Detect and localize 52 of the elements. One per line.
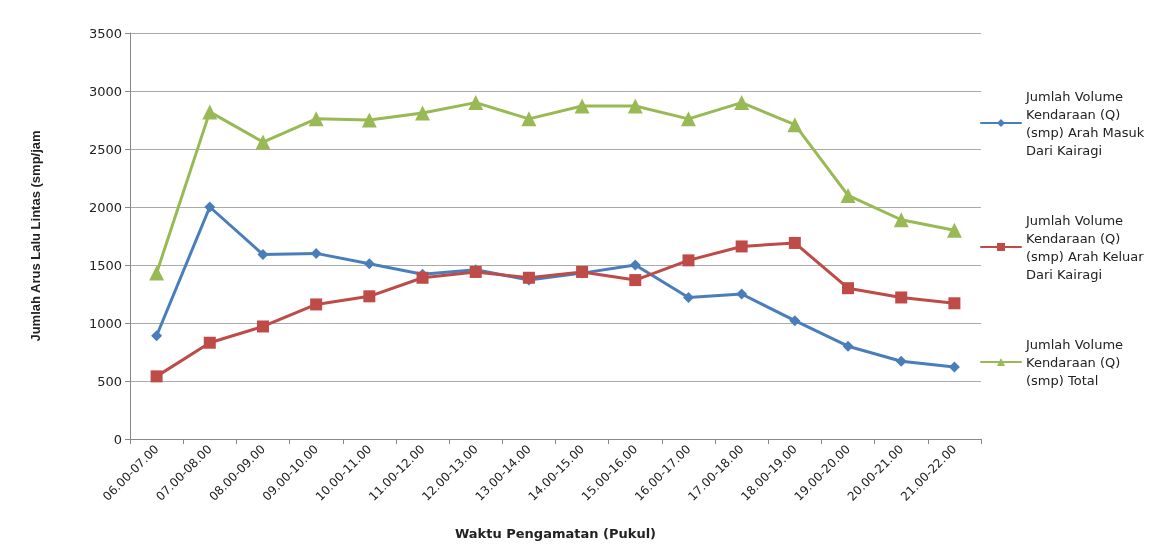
point [682, 254, 695, 267]
point [842, 282, 855, 295]
y-tick-label: 1000 [88, 315, 122, 331]
legend-label: Jumlah Volume Kendaraan (Q) (smp) Arah Keluar Dari Kairagi [1025, 212, 1148, 282]
point [629, 259, 641, 271]
point [150, 370, 163, 383]
point [629, 274, 642, 287]
point [787, 117, 803, 133]
point [736, 288, 748, 300]
point [363, 290, 376, 303]
legend-label: Jumlah Volume Kendaraan (Q) (smp) Total [1025, 336, 1128, 388]
point [468, 95, 484, 111]
point [363, 258, 375, 270]
legend-label: Jumlah Volume Kendaraan (Q) (smp) Arah Masuk Dari Kairagi [1025, 88, 1149, 158]
y-tick-label: 1500 [88, 257, 122, 273]
point [893, 212, 909, 228]
y-tick-label: 3000 [88, 83, 122, 99]
y-tick-label: 0 [113, 431, 122, 447]
point [627, 98, 643, 114]
y-tick-label: 2000 [88, 199, 122, 215]
point [521, 111, 537, 127]
point [735, 240, 748, 253]
point [574, 98, 590, 114]
point [682, 291, 694, 303]
point [416, 271, 429, 284]
y-tick-label: 2500 [88, 141, 122, 157]
point [202, 104, 218, 120]
point [680, 111, 696, 127]
point [789, 315, 801, 327]
point [257, 249, 269, 261]
point [842, 340, 854, 352]
point [256, 320, 269, 333]
point [895, 355, 907, 367]
y-axis-title: Jumlah Arus Lalu Lintas (smp/jam [28, 130, 43, 342]
point [204, 201, 216, 213]
point [203, 336, 216, 349]
y-tick-label: 3500 [88, 25, 122, 41]
point [948, 297, 961, 310]
x-axis-title: Waktu Pengamatan (Pukul) [454, 526, 657, 541]
point [895, 291, 908, 304]
point [149, 265, 165, 281]
point [840, 187, 856, 203]
point [415, 105, 431, 121]
point [308, 111, 324, 127]
point [734, 95, 750, 111]
point [310, 298, 323, 311]
point [255, 134, 271, 150]
point [946, 222, 962, 238]
point [361, 112, 377, 128]
point [788, 236, 801, 249]
point [151, 330, 163, 342]
y-tick-label: 500 [97, 373, 122, 389]
